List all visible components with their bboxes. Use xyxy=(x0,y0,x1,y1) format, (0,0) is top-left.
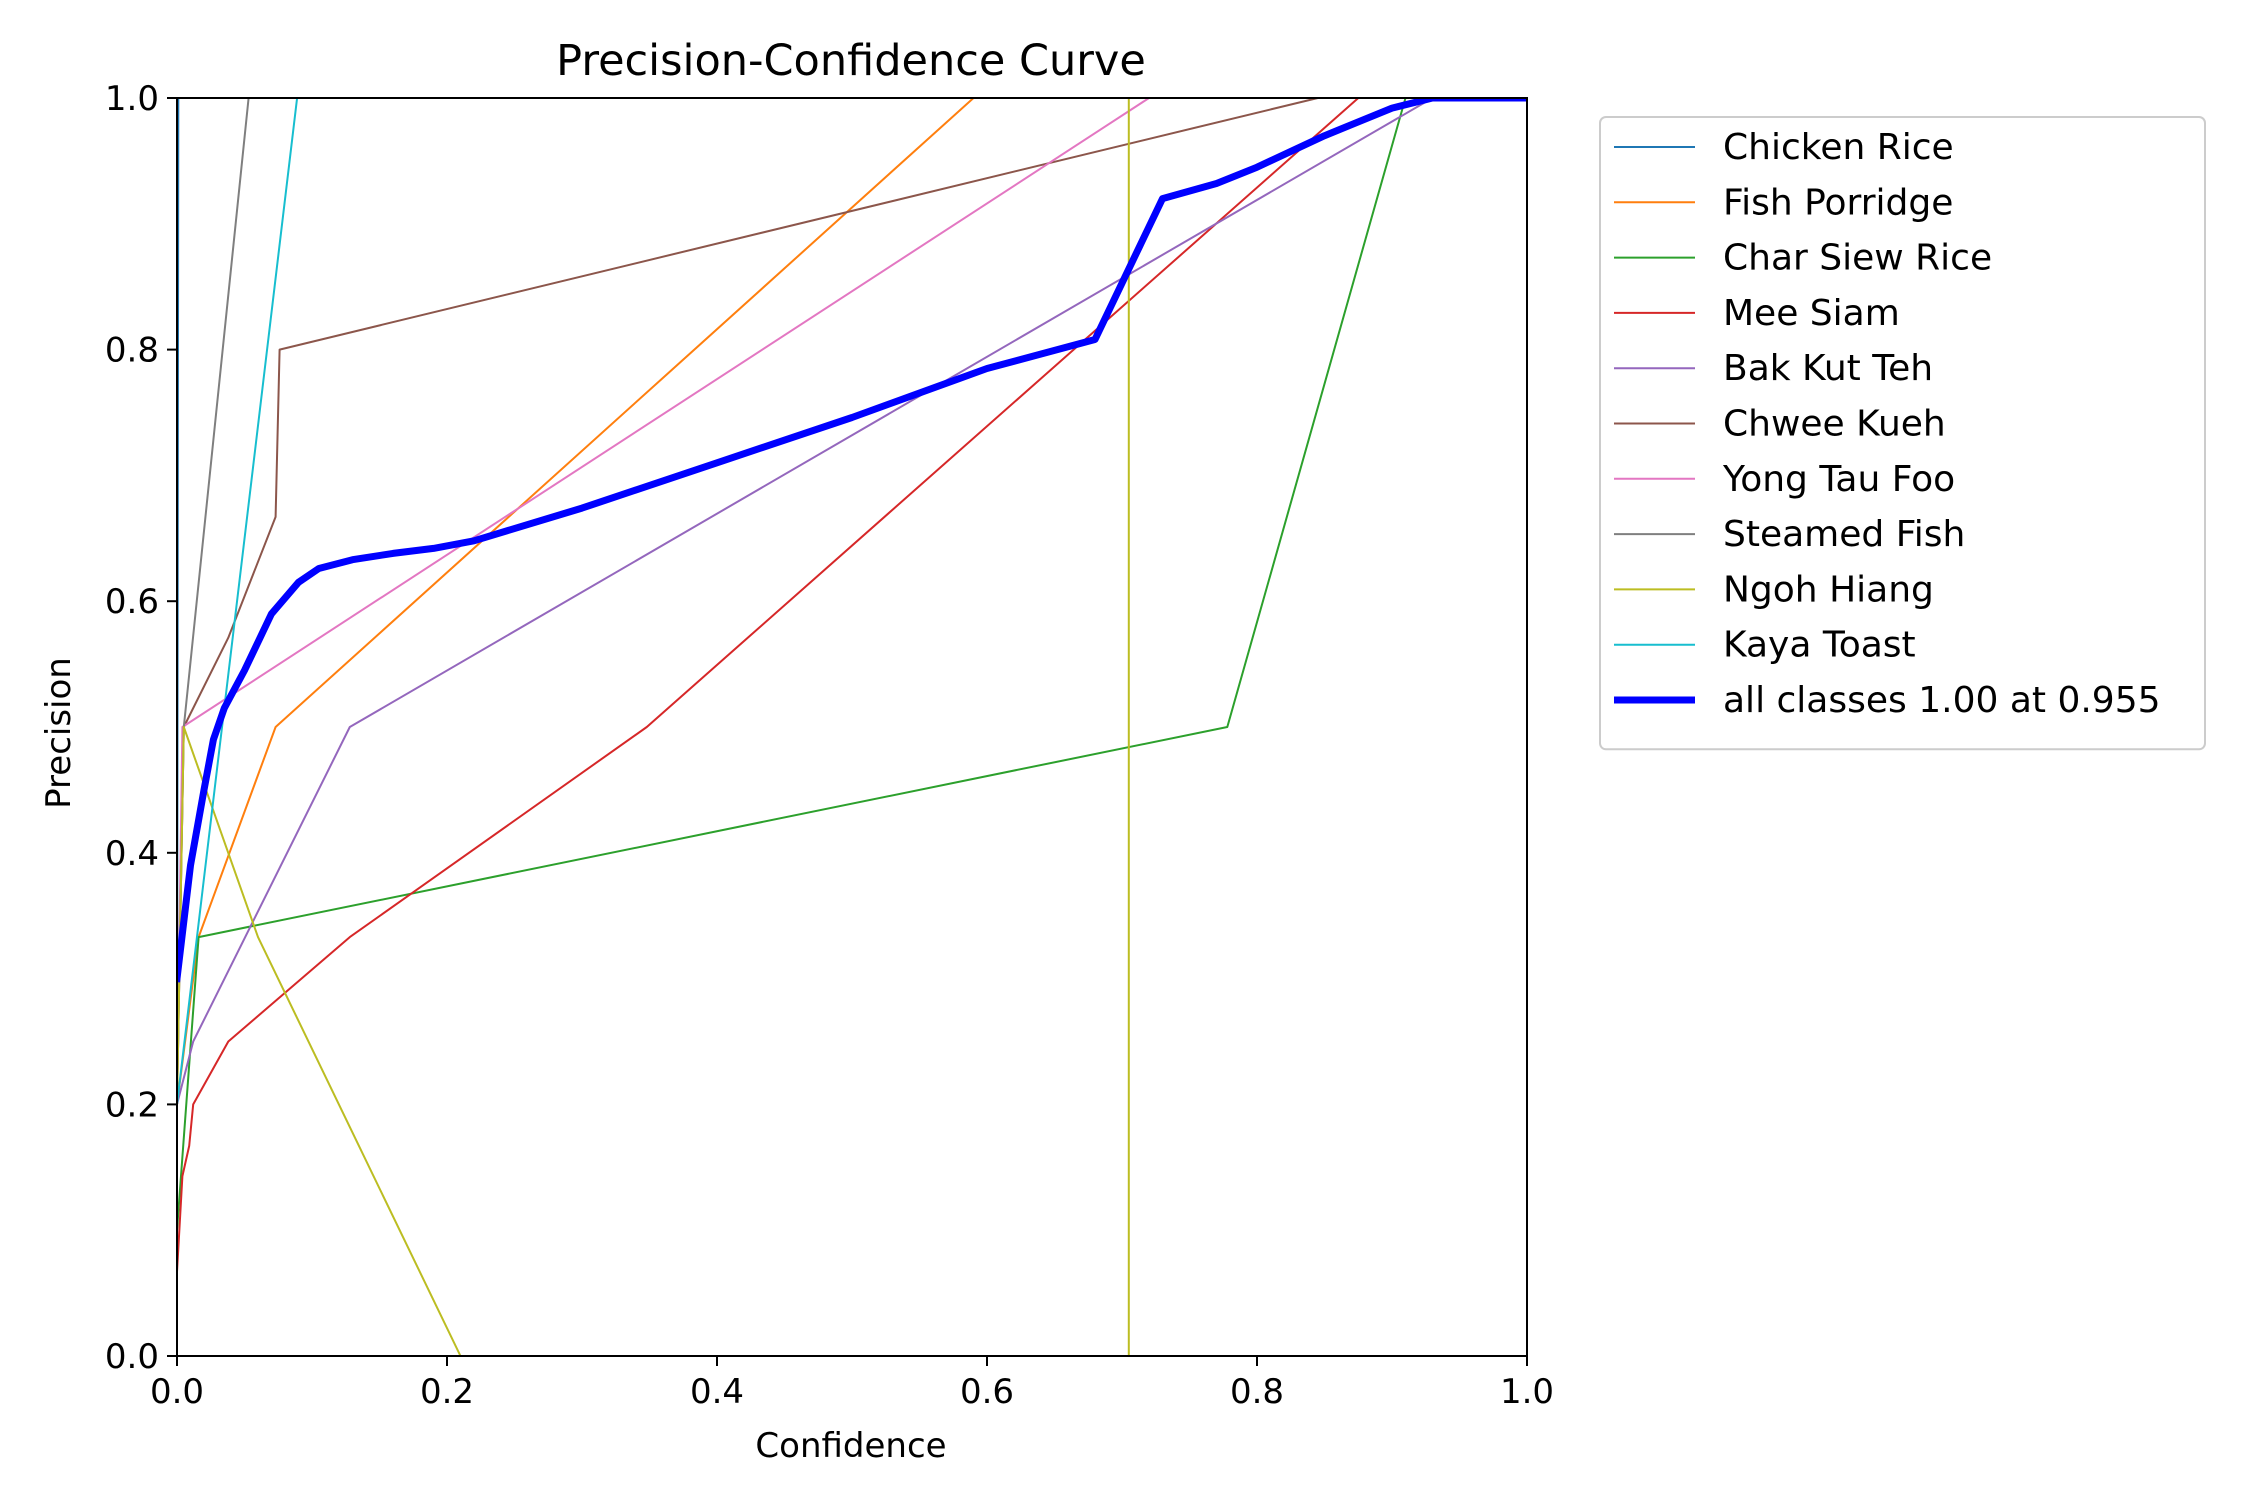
chart-title: Precision-Confidence Curve xyxy=(556,36,1146,86)
legend-label: Yong Tau Foo xyxy=(1722,459,1955,500)
series-line-10 xyxy=(177,98,1527,983)
legend-label: Chwee Kueh xyxy=(1723,404,1946,445)
legend: Chicken Rice Fish Porridge Char Siew Rice M… xyxy=(1599,116,2206,751)
legend-box xyxy=(1599,116,2206,751)
x-tick-label: 1.0 xyxy=(1500,1372,1554,1412)
series-line-3 xyxy=(177,98,1527,1272)
y-tick-label: 0.8 xyxy=(105,331,159,371)
y-tick-label: 0.0 xyxy=(105,1337,159,1377)
series-line-6 xyxy=(177,98,1527,1105)
legend-label: Kaya Toast xyxy=(1723,625,1916,666)
series-line-5 xyxy=(177,98,1527,1105)
legend-label: Steamed Fish xyxy=(1723,514,1965,555)
series-line-7 xyxy=(177,98,1527,1105)
legend-label: Char Siew Rice xyxy=(1723,238,1992,279)
plot-frame xyxy=(176,97,1528,1357)
y-tick-label: 0.4 xyxy=(105,834,159,874)
legend-label: Ngoh Hiang xyxy=(1723,569,1934,610)
series-line-1 xyxy=(177,98,1527,1105)
x-tick-label: 0.6 xyxy=(960,1372,1014,1412)
x-axis: 0.0 0.2 0.4 0.6 0.8 1.0 xyxy=(150,1356,1554,1412)
y-tick-label: 1.0 xyxy=(105,79,159,119)
legend-label: Bak Kut Teh xyxy=(1723,348,1933,389)
legend-label: Fish Porridge xyxy=(1723,182,1953,223)
series-line-2 xyxy=(177,98,1527,1231)
x-tick-label: 0.2 xyxy=(420,1372,474,1412)
y-tick-label: 0.6 xyxy=(105,582,159,622)
legend-label: Chicken Rice xyxy=(1723,127,1954,168)
y-tick-label: 0.2 xyxy=(105,1085,159,1125)
x-tick-label: 0.0 xyxy=(150,1372,204,1412)
series-line-4 xyxy=(177,98,1527,1105)
x-axis-label: Confidence xyxy=(755,1426,946,1466)
series-line-8 xyxy=(177,98,1527,1356)
legend-label: all classes 1.00 at 0.955 xyxy=(1723,680,2161,721)
y-axis: 0.0 0.2 0.4 0.6 0.8 1.0 xyxy=(105,79,177,1377)
plot-area xyxy=(177,98,1527,1356)
series-line-0 xyxy=(177,98,1527,1105)
series-line-9 xyxy=(177,98,1527,1105)
x-tick-label: 0.8 xyxy=(1230,1372,1284,1412)
x-tick-label: 0.4 xyxy=(690,1372,744,1412)
legend-label: Mee Siam xyxy=(1723,293,1900,334)
y-axis-label: Precision xyxy=(39,657,79,809)
